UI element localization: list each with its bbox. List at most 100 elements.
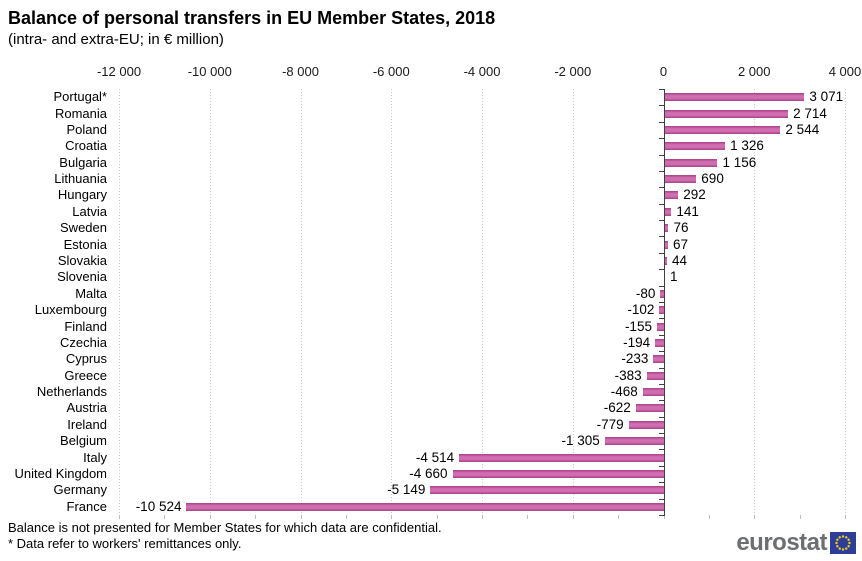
category-label-france: France	[66, 499, 107, 514]
category-label-malta: Malta	[75, 286, 107, 301]
gridline	[301, 89, 302, 515]
bar-sweden	[665, 224, 669, 232]
gridline	[391, 89, 392, 515]
category-label-sweden: Sweden	[60, 220, 107, 235]
bar-lithuania	[665, 175, 697, 183]
category-tick	[659, 499, 664, 500]
value-label-latvia: 141	[676, 204, 699, 219]
eu-flag-icon	[830, 532, 856, 554]
value-label-france: -10 524	[135, 499, 182, 514]
category-label-belgium: Belgium	[60, 433, 107, 448]
eurostat-wordmark: eurostat	[736, 529, 827, 556]
bar-italy	[459, 454, 664, 462]
value-label-austria: -622	[603, 400, 631, 415]
category-tick	[659, 204, 664, 205]
category-label-lithuania: Lithuania	[54, 171, 107, 186]
value-label-croatia: 1 326	[730, 138, 764, 153]
footnote-remittances: * Data refer to workers' remittances onl…	[8, 536, 242, 551]
category-tick	[659, 269, 664, 270]
category-tick	[659, 105, 664, 106]
category-label-slovenia: Slovenia	[57, 269, 107, 284]
x-axis-tick-label: -2 000	[554, 64, 592, 79]
x-axis-minor-tick	[119, 515, 120, 519]
footnote-confidential: Balance is not presented for Member Stat…	[8, 520, 442, 535]
x-axis-minor-tick	[301, 515, 302, 519]
x-axis-minor-tick	[709, 515, 710, 519]
bar-ireland	[628, 421, 664, 429]
bar-france	[186, 503, 664, 511]
value-label-cyprus: -233	[621, 351, 649, 366]
category-tick	[659, 155, 664, 156]
category-tick	[659, 482, 664, 483]
x-axis-minor-tick	[664, 515, 665, 519]
zero-axis-line	[664, 89, 665, 516]
value-label-bulgaria: 1 156	[722, 155, 757, 170]
category-tick	[659, 515, 664, 516]
bar-finland	[656, 323, 664, 331]
value-label-united-kingdom: -4 660	[409, 466, 448, 481]
gridline	[754, 89, 755, 515]
bar-netherlands	[642, 388, 664, 396]
category-tick	[659, 138, 664, 139]
category-tick	[659, 351, 664, 352]
category-label-italy: Italy	[83, 450, 107, 465]
x-axis-tick-label: -4 000	[463, 64, 501, 79]
category-label-poland: Poland	[66, 122, 107, 137]
category-tick	[659, 220, 664, 221]
category-tick	[659, 253, 664, 254]
x-axis-minor-tick	[754, 515, 755, 519]
value-label-romania: 2 714	[793, 106, 827, 121]
x-axis-minor-tick	[255, 515, 256, 519]
bar-romania	[665, 110, 789, 118]
x-axis-minor-tick	[346, 515, 347, 519]
x-axis-minor-tick	[527, 515, 528, 519]
category-tick	[659, 384, 664, 385]
x-axis-tick-label: -10 000	[187, 64, 232, 79]
category-tick	[659, 122, 664, 123]
category-label-germany: Germany	[53, 482, 107, 497]
value-label-finland: -155	[624, 319, 652, 334]
eurostat-logo: eurostat	[736, 529, 856, 557]
bar-estonia	[665, 241, 669, 249]
bar-hungary	[665, 191, 679, 199]
bar-austria	[635, 404, 664, 412]
bar-slovakia	[665, 257, 667, 265]
category-label-latvia: Latvia	[72, 204, 107, 219]
category-label-austria: Austria	[66, 400, 107, 415]
x-axis-minor-tick	[482, 515, 483, 519]
value-label-lithuania: 690	[701, 171, 724, 186]
category-tick	[659, 236, 664, 237]
category-tick	[659, 368, 664, 369]
value-label-estonia: 67	[673, 237, 689, 252]
x-axis-minor-tick	[618, 515, 619, 519]
value-label-belgium: -1 305	[561, 433, 600, 448]
bar-poland	[665, 126, 781, 134]
category-tick	[659, 466, 664, 467]
category-tick	[659, 171, 664, 172]
category-label-finland: Finland	[64, 319, 107, 334]
value-label-slovenia: 1	[670, 269, 678, 284]
category-label-czechia: Czechia	[60, 335, 107, 350]
category-label-greece: Greece	[64, 368, 107, 383]
category-label-luxembourg: Luxembourg	[34, 302, 107, 317]
bar-luxembourg	[659, 306, 664, 314]
x-axis-minor-tick	[210, 515, 211, 519]
category-label-estonia: Estonia	[63, 237, 107, 252]
category-tick	[659, 286, 664, 287]
value-label-portugal: 3 071	[809, 89, 844, 104]
category-tick	[659, 449, 664, 450]
category-label-cyprus: Cyprus	[65, 351, 107, 366]
value-label-hungary: 292	[683, 187, 706, 202]
x-axis-minor-tick	[800, 515, 801, 519]
category-tick	[659, 89, 664, 90]
x-axis-minor-tick	[845, 515, 846, 519]
value-label-netherlands: -468	[610, 384, 638, 399]
category-tick	[659, 318, 664, 319]
value-label-sweden: 76	[673, 220, 689, 235]
bar-cyprus	[653, 355, 664, 363]
category-tick	[659, 335, 664, 336]
bar-croatia	[665, 142, 726, 150]
value-label-czechia: -194	[623, 335, 651, 350]
bar-belgium	[604, 437, 664, 445]
